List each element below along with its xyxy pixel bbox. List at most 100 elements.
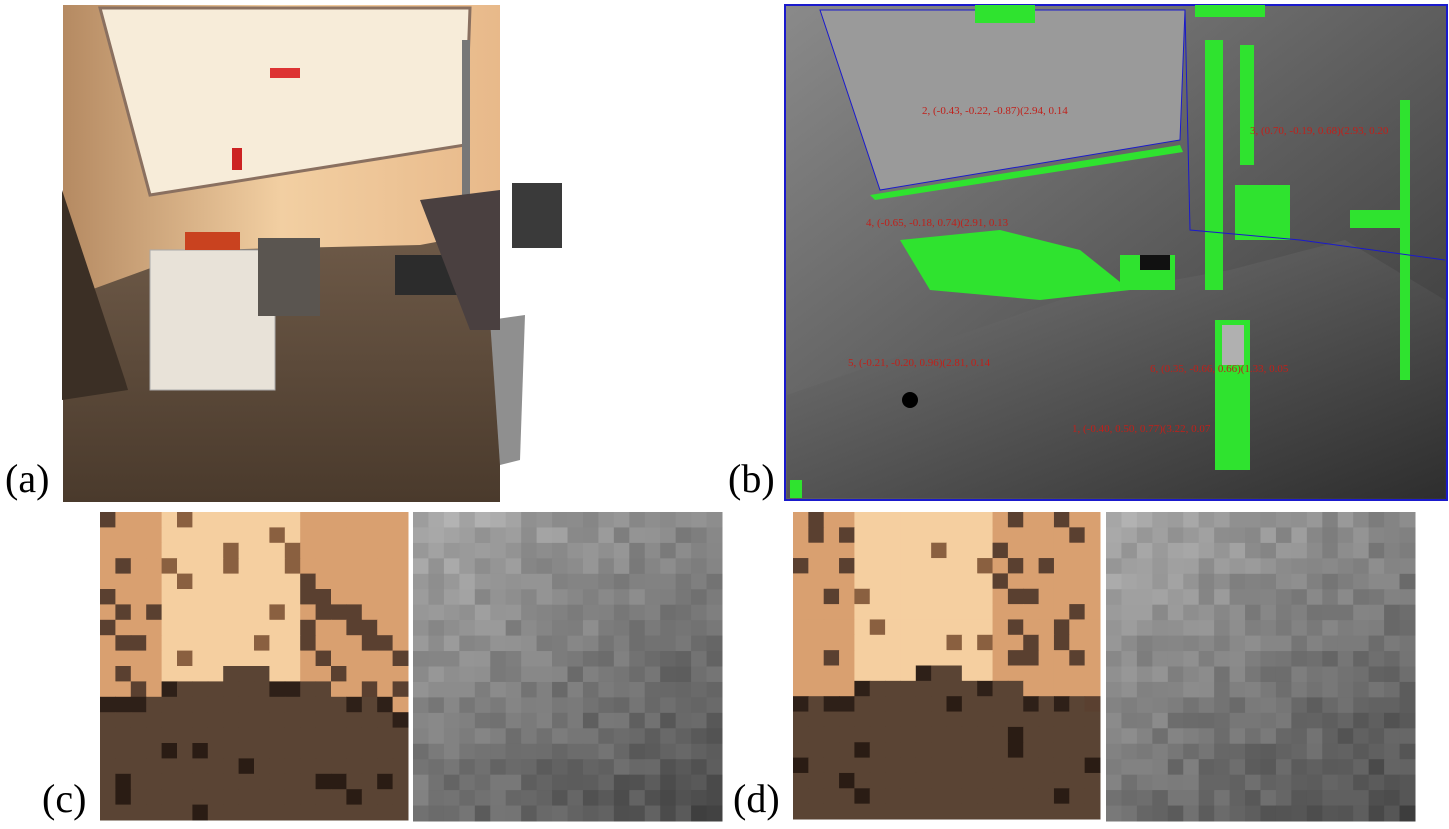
pixel (1168, 728, 1184, 744)
pixel (146, 697, 162, 713)
pixel (377, 728, 393, 744)
pixel (362, 589, 378, 605)
pixel (506, 574, 522, 590)
pixel (645, 543, 661, 559)
pixel (177, 666, 193, 682)
pixel (100, 789, 116, 805)
pixel (475, 790, 491, 806)
pixel (177, 512, 193, 528)
pixel (393, 697, 409, 713)
pixel (1338, 512, 1354, 528)
pixel (490, 589, 506, 605)
pixel (377, 681, 393, 697)
pixel (1199, 806, 1215, 822)
pixel (377, 789, 393, 805)
pixel (707, 667, 723, 683)
pixel (1023, 788, 1039, 804)
pixel (428, 775, 444, 791)
pixel (691, 682, 707, 698)
pixel (346, 774, 362, 790)
pixel (393, 758, 409, 774)
pixel (131, 604, 147, 620)
pixel (162, 620, 178, 636)
pixel (362, 758, 378, 774)
pixel (1338, 744, 1354, 760)
pixel (1307, 744, 1323, 760)
pixel (962, 727, 978, 743)
pixel (916, 604, 932, 620)
pixel (691, 697, 707, 713)
pixel (1168, 620, 1184, 636)
pixel (316, 712, 332, 728)
pixel (676, 527, 692, 543)
pixel (285, 774, 301, 790)
pixel (808, 573, 824, 589)
pixel (1121, 775, 1137, 791)
pixel (839, 681, 855, 697)
pixel (1307, 558, 1323, 574)
pixel (900, 666, 916, 682)
pixel (900, 681, 916, 697)
pixel (1199, 682, 1215, 698)
pixel (1121, 697, 1137, 713)
pixel (316, 527, 332, 543)
pixel (993, 558, 1009, 574)
pixel (1338, 605, 1354, 621)
pixel (552, 574, 568, 590)
pixel (645, 775, 661, 791)
pixel (285, 527, 301, 543)
pixel (316, 743, 332, 759)
pixel (331, 527, 347, 543)
pixel (1214, 790, 1230, 806)
pixel (1338, 589, 1354, 605)
pixel (1338, 574, 1354, 590)
pixel (428, 558, 444, 574)
pixel (614, 636, 630, 652)
pixel (1384, 636, 1400, 652)
pixel (1008, 543, 1024, 559)
pixel (1338, 790, 1354, 806)
pixel (377, 512, 393, 528)
pixel (614, 744, 630, 760)
pixel (300, 666, 316, 682)
pixel (1261, 759, 1277, 775)
pixel (131, 651, 147, 667)
pixel (1106, 589, 1122, 605)
pixel (537, 605, 553, 621)
pixel (1137, 682, 1153, 698)
pixel (521, 790, 537, 806)
pixel (1230, 682, 1246, 698)
pixel (1400, 558, 1416, 574)
pixel (1245, 759, 1261, 775)
pixel (377, 743, 393, 759)
pixel (1338, 775, 1354, 791)
pixel (223, 527, 239, 543)
pixel (1384, 620, 1400, 636)
pixel (223, 512, 239, 528)
pixel (1069, 681, 1085, 697)
pixel (1400, 728, 1416, 744)
pixel (676, 543, 692, 559)
pixel (808, 619, 824, 635)
pixel (506, 806, 522, 822)
pixel (645, 790, 661, 806)
pixel (1199, 790, 1215, 806)
pixel (1039, 635, 1055, 651)
pixel (475, 713, 491, 729)
pixel (1214, 651, 1230, 667)
pixel (100, 774, 116, 790)
pixel (598, 682, 614, 698)
pixel (377, 712, 393, 728)
pixel (300, 789, 316, 805)
pixel (331, 743, 347, 759)
pixel (583, 744, 599, 760)
pixel (1369, 651, 1385, 667)
pixel (824, 727, 840, 743)
pixel (900, 512, 916, 528)
pixel (1384, 790, 1400, 806)
pixel (1369, 620, 1385, 636)
pixel (162, 635, 178, 651)
pixel (808, 696, 824, 712)
pixel (115, 805, 131, 821)
pixel (839, 650, 855, 666)
